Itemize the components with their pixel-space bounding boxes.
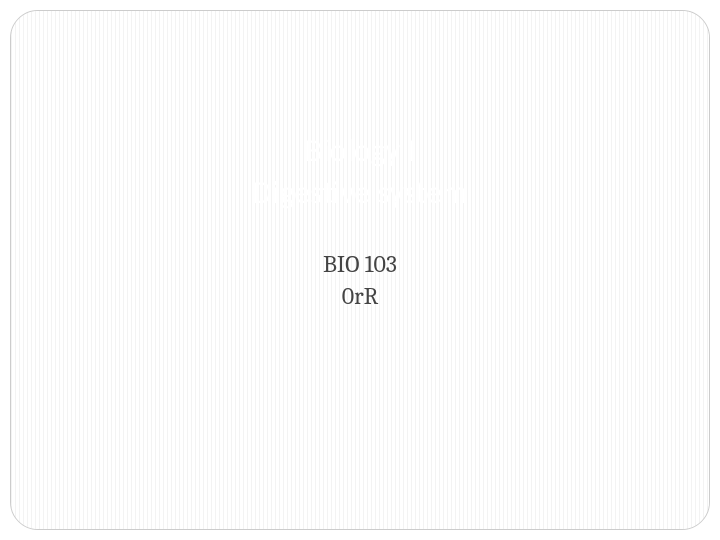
subtitle-area: BIO 103 0rR <box>0 248 720 313</box>
band-main: Biology I Digestive system <box>0 122 720 222</box>
title-line-1: Biology I <box>305 130 416 172</box>
title-line-2: Digestive system <box>252 172 467 214</box>
band-accent-light <box>0 110 720 122</box>
band-accent-blue <box>0 226 720 232</box>
subtitle-line-1: BIO 103 <box>0 248 720 280</box>
subtitle-line-2: 0rR <box>0 280 720 312</box>
title-band: Biology I Digestive system <box>0 110 720 230</box>
